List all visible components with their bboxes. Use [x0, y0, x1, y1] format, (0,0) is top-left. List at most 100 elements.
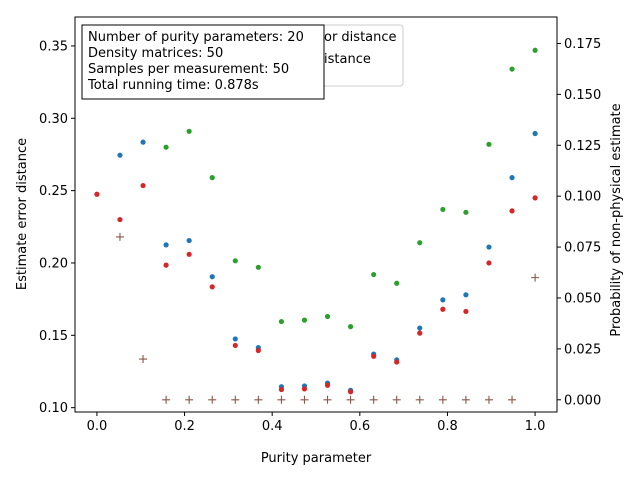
series-2-point — [532, 47, 538, 53]
series-3-point — [163, 262, 169, 268]
series-2-point — [463, 209, 469, 215]
series-2-point — [209, 175, 215, 181]
x-tick-label: 0.4 — [262, 419, 283, 434]
series-1-point — [232, 336, 238, 342]
y2-tick-label: 0.100 — [564, 190, 601, 205]
series-4-point — [415, 395, 424, 404]
series-3-point — [417, 330, 423, 336]
series-2-point — [486, 141, 492, 147]
series-4-point — [484, 395, 493, 404]
series-3-point — [255, 347, 261, 354]
series-4-point — [277, 395, 286, 404]
series-4-point — [531, 273, 540, 282]
series-2-point — [347, 324, 354, 330]
series-1-point — [163, 242, 169, 248]
series-1-point — [117, 152, 123, 158]
info-box-frame — [81, 24, 325, 100]
y-tick-label: 0.20 — [39, 256, 68, 271]
series-1-point — [140, 139, 146, 145]
y2-tick-label: 0.125 — [564, 139, 601, 154]
series-4-point — [346, 395, 355, 404]
y-tick-label: 0.30 — [39, 112, 68, 127]
series-3-point — [440, 306, 446, 312]
axes-frame — [74, 16, 558, 413]
series-1-point — [209, 274, 215, 280]
x-tick-label: 0.0 — [87, 419, 108, 434]
y-axis-label: Estimate error distance — [15, 138, 30, 290]
series-4-point — [438, 395, 447, 404]
series-2-point — [163, 144, 169, 150]
series-1-point — [532, 130, 538, 137]
info-line-density-matrices: Density matrices: 50 — [88, 46, 223, 61]
series-3-point — [301, 386, 308, 392]
series-4-point — [300, 395, 309, 404]
series-3-point — [347, 389, 354, 395]
series-4-point — [461, 395, 470, 404]
legend-entry-2: istance — [324, 52, 371, 67]
info-line-purity-count: Number of purity parameters: 20 — [88, 30, 304, 45]
series-2-point — [186, 128, 192, 134]
series-1-point — [186, 237, 192, 244]
series-3-point — [394, 359, 400, 365]
series-3-point — [140, 182, 146, 189]
y2-tick-label: 0.025 — [564, 342, 601, 357]
series-3-point — [117, 216, 123, 223]
x-tick-label: 0.6 — [349, 419, 370, 434]
series-3-point — [209, 284, 215, 290]
series-3-point — [324, 382, 331, 388]
legend-entry-1: or distance — [324, 30, 397, 45]
y2-tick-label: 0.175 — [564, 37, 601, 52]
x-axis-label: Purity parameter — [261, 451, 372, 466]
data-marks — [94, 47, 540, 404]
series-4-point — [323, 395, 332, 404]
info-box: Number of purity parameters: 20 Density … — [81, 24, 325, 100]
series-4-point — [162, 395, 171, 404]
y2-tick-label: 0.050 — [564, 291, 601, 306]
series-4-point — [254, 395, 263, 404]
series-2-point — [394, 280, 400, 286]
series-2-point — [324, 313, 331, 320]
info-line-samples: Samples per measurement: 50 — [88, 62, 289, 77]
series-3-point — [232, 342, 238, 349]
series-2-point — [417, 240, 423, 246]
x-tick-label: 0.2 — [174, 419, 195, 434]
series-4-point — [185, 395, 194, 404]
y-tick-label: 0.10 — [39, 401, 68, 416]
y2-tick-label: 0.075 — [564, 241, 601, 256]
series-2-point — [301, 317, 308, 323]
series-3-point — [486, 260, 492, 266]
series-2-point — [232, 258, 238, 264]
series-2-point — [509, 66, 515, 72]
series-4-point — [208, 395, 217, 404]
series-4-point — [115, 232, 124, 241]
series-3-point — [532, 195, 538, 201]
y2-tick-label: 0.000 — [564, 393, 601, 408]
y-tick-label: 0.35 — [39, 39, 68, 54]
series-1-point — [440, 297, 446, 303]
y-tick-label: 0.15 — [39, 329, 68, 344]
x-tick-label: 0.8 — [437, 419, 458, 434]
series-2-point — [278, 318, 285, 325]
series-4-point — [369, 395, 378, 404]
series-3-point — [371, 353, 377, 359]
series-3-point — [94, 191, 100, 197]
series-1-point — [486, 244, 492, 250]
series-3-point — [509, 208, 515, 214]
info-line-running-time: Total running time: 0.878s — [87, 78, 259, 93]
series-3-point — [463, 308, 469, 315]
x-tick-label: 1.0 — [525, 419, 546, 434]
series-4-point — [231, 395, 240, 404]
series-2-point — [371, 271, 377, 278]
series-3-point — [186, 251, 192, 257]
series-1-point — [417, 325, 423, 331]
axes: 0.0 0.2 0.4 0.6 0.8 1.0 0.10 0.15 0.20 0.25 0.30 0.… — [39, 16, 601, 434]
series-4-point — [139, 355, 148, 364]
y2-tick-label: 0.150 — [564, 88, 601, 103]
series-2-point — [255, 264, 261, 270]
series-4-point — [392, 395, 401, 404]
y2-axis-label: Probability of non-physical estimate — [609, 103, 624, 336]
series-2-point — [440, 206, 446, 213]
series-1-point — [509, 175, 515, 181]
y-tick-label: 0.25 — [39, 184, 68, 199]
